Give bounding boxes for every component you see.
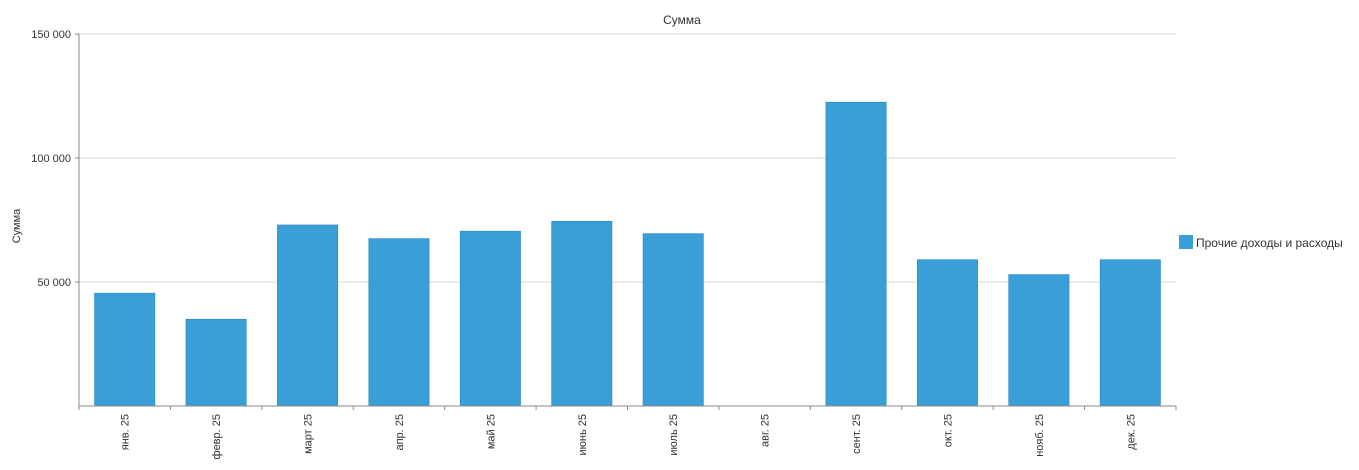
bar <box>185 318 247 407</box>
y-axis-title: Сумма <box>11 208 23 243</box>
x-tick-label: окт. 25 <box>942 414 954 447</box>
bar <box>94 292 156 407</box>
bar <box>459 230 521 407</box>
x-tick-label: нояб. 25 <box>1034 414 1046 457</box>
x-tick-label: сент. 25 <box>851 414 863 454</box>
x-tick-label: дек. 25 <box>1125 414 1137 450</box>
legend-label: Прочие доходы и расходы <box>1196 236 1343 250</box>
x-tick-label: март 25 <box>303 414 315 454</box>
x-tick-label: янв. 25 <box>120 414 132 450</box>
x-axis: янв. 25 февр. 25 март 25 апр. 25 май 25 июнь … <box>78 405 1177 459</box>
x-tick-label: май 25 <box>485 414 497 449</box>
x-tick-label: июль 25 <box>668 414 680 456</box>
y-tick-label: 150 000 <box>31 29 71 41</box>
y-axis: 50 000 100 000 150 000 <box>31 29 80 406</box>
gridlines <box>79 33 1176 283</box>
chart-title: Сумма <box>663 13 701 27</box>
legend-swatch <box>1179 235 1193 249</box>
bar <box>825 101 887 407</box>
legend: Прочие доходы и расходы <box>1179 235 1343 250</box>
bar <box>277 224 339 407</box>
bars <box>94 101 1161 407</box>
x-tick-label: июнь 25 <box>577 414 589 456</box>
bar <box>1099 259 1161 407</box>
y-tick-label: 100 000 <box>31 153 71 165</box>
bar <box>916 259 978 407</box>
x-tick-label: февр. 25 <box>211 414 223 459</box>
y-tick-label: 50 000 <box>37 277 71 289</box>
bar <box>551 220 613 407</box>
x-tick-label: авг. 25 <box>760 414 772 447</box>
x-tick-label: апр. 25 <box>394 414 406 451</box>
bar <box>1008 274 1070 407</box>
bar <box>368 238 430 407</box>
bar <box>642 233 704 407</box>
